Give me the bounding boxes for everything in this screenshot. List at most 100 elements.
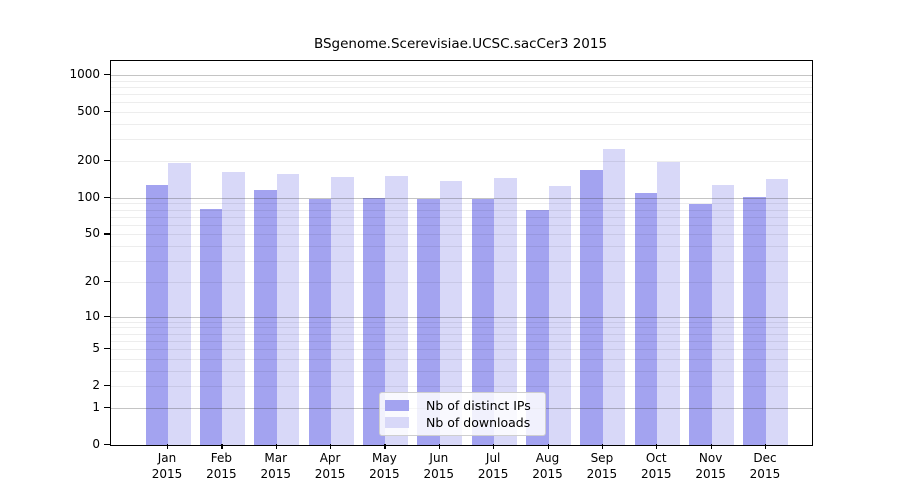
x-tick-label-apr: Apr 2015	[314, 451, 346, 481]
minor-gridline	[111, 94, 812, 96]
bar-jun-distinct-ips	[417, 199, 440, 445]
minor-gridline	[111, 102, 812, 104]
bar-aug-distinct-ips	[526, 210, 549, 445]
minor-gridline	[111, 139, 812, 141]
y-tick-mark	[104, 406, 110, 409]
minor-gridline	[111, 234, 812, 236]
minor-gridline	[111, 386, 812, 388]
bar-apr-downloads	[331, 177, 354, 445]
x-tick-label-aug: Aug 2015	[532, 451, 563, 481]
y-tick-mark	[104, 444, 110, 446]
x-tick-label-sep: Sep 2015	[586, 451, 618, 481]
bar-mar-downloads	[276, 173, 300, 445]
x-tick-label-dec: Dec 2015	[749, 451, 781, 481]
plot-area	[110, 60, 813, 446]
bar-nov-distinct-ips	[689, 204, 712, 445]
y-tick-label-500: 500	[77, 104, 100, 119]
bar-sep-distinct-ips	[580, 170, 603, 445]
bar-oct-distinct-ips	[634, 193, 658, 445]
minor-gridline	[111, 327, 812, 329]
y-tick-label-200: 200	[77, 152, 100, 167]
x-tick-mark	[710, 444, 712, 449]
bar-jul-downloads	[494, 178, 517, 445]
y-tick-mark	[104, 74, 110, 76]
legend-item-downloads: Nb of downloads	[385, 414, 539, 431]
x-tick-label-may: May 2015	[369, 451, 400, 481]
bar-jun-downloads	[439, 181, 463, 445]
x-tick-mark	[221, 444, 223, 449]
minor-gridline	[111, 160, 812, 162]
minor-gridline	[111, 321, 812, 323]
minor-gridline	[111, 349, 812, 351]
bar-dec-downloads	[765, 179, 789, 445]
x-tick-mark	[438, 444, 440, 449]
x-tick-mark	[656, 444, 658, 449]
minor-gridline	[111, 340, 812, 342]
bar-mar-distinct-ips	[254, 189, 277, 445]
bar-oct-downloads	[657, 161, 680, 445]
bar-aug-downloads	[548, 186, 572, 445]
legend-swatch-downloads-icon	[385, 417, 409, 428]
minor-gridline	[111, 370, 812, 372]
y-tick-mark	[104, 111, 110, 113]
minor-gridline	[111, 123, 812, 125]
legend-swatch-distinct-ips-icon	[385, 400, 409, 411]
x-tick-label-mar: Mar 2015	[260, 451, 291, 481]
x-tick-mark	[601, 444, 604, 449]
x-tick-label-nov: Nov 2015	[695, 451, 726, 481]
y-tick-label-5: 5	[92, 341, 100, 356]
y-tick-label-20: 20	[84, 273, 100, 288]
x-tick-mark	[384, 444, 386, 449]
bar-jul-distinct-ips	[471, 198, 495, 445]
minor-gridline	[111, 86, 812, 88]
x-tick-label-jul: Jul 2015	[477, 451, 509, 481]
minor-gridline	[111, 224, 812, 226]
y-tick-mark	[104, 280, 110, 283]
x-tick-label-feb: Feb 2015	[206, 451, 237, 481]
y-tick-mark	[104, 159, 110, 162]
x-tick-label-jun: Jun 2015	[423, 451, 455, 481]
x-tick-label-jan: Jan 2015	[151, 451, 183, 481]
bar-jan-distinct-ips	[145, 185, 168, 445]
chart-legend: Nb of distinct IPs Nb of downloads	[379, 392, 546, 436]
y-tick-label-50: 50	[84, 226, 100, 241]
legend-label-downloads: Nb of downloads	[426, 415, 531, 430]
minor-gridline	[111, 216, 812, 218]
minor-gridline	[111, 281, 812, 283]
minor-gridline	[111, 261, 812, 263]
y-tick-label-100: 100	[77, 189, 100, 204]
bar-feb-downloads	[222, 171, 245, 445]
x-tick-mark	[547, 444, 549, 449]
y-tick-label-1000: 1000	[69, 67, 100, 81]
y-tick-label-0: 0	[92, 437, 100, 451]
minor-gridline	[111, 203, 812, 205]
major-gridline-10	[111, 316, 812, 318]
major-gridline-100	[111, 197, 812, 199]
y-tick-mark	[104, 385, 110, 387]
bar-feb-distinct-ips	[199, 209, 223, 445]
minor-gridline	[111, 333, 812, 335]
minor-gridline	[111, 358, 812, 360]
x-tick-mark	[167, 444, 169, 449]
y-tick-mark	[104, 315, 110, 317]
bar-apr-distinct-ips	[308, 198, 332, 445]
bar-may-distinct-ips	[362, 197, 386, 445]
x-tick-mark	[275, 444, 277, 449]
y-tick-label-2: 2	[92, 378, 100, 393]
minor-gridline	[111, 112, 812, 114]
y-tick-label-10: 10	[84, 308, 100, 323]
minor-gridline	[111, 80, 812, 82]
bar-may-downloads	[385, 175, 408, 445]
chart-title: BSgenome.Scerevisiae.UCSC.sacCer3 2015	[313, 36, 608, 52]
major-gridline-1000	[111, 75, 812, 76]
bar-dec-distinct-ips	[743, 196, 766, 445]
x-tick-mark	[764, 444, 767, 449]
x-tick-label-oct: Oct 2015	[640, 451, 672, 481]
x-tick-mark	[330, 444, 332, 449]
minor-gridline	[111, 246, 812, 248]
bar-nov-downloads	[711, 185, 735, 445]
y-tick-label-1: 1	[92, 399, 100, 414]
minor-gridline	[111, 209, 812, 211]
bar-jan-downloads	[168, 163, 191, 445]
